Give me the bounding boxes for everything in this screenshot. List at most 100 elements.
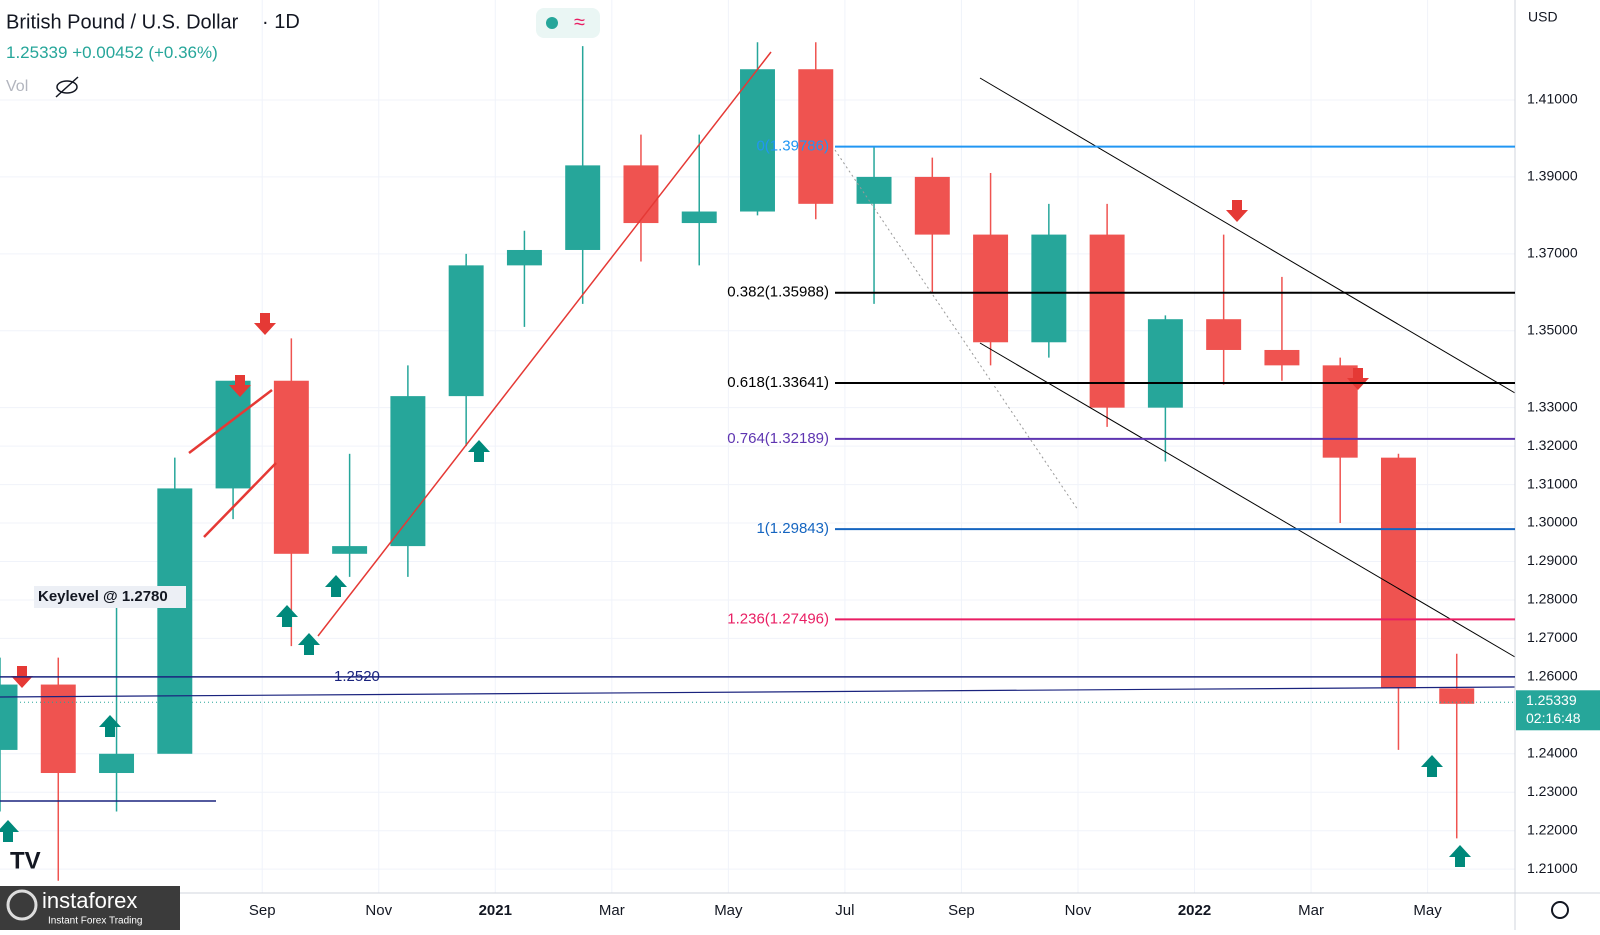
x-tick-label: Sep: [948, 902, 975, 919]
candle-body: [0, 684, 18, 750]
y-tick-label: 1.29000: [1527, 552, 1578, 568]
buy-arrow: [276, 605, 298, 627]
sell-arrow: [229, 375, 251, 397]
logo-name: instaforex: [42, 888, 137, 913]
volume-label[interactable]: Vol: [6, 78, 28, 95]
fib-label: 1.236(1.27496): [727, 610, 829, 627]
trend-line: [203, 462, 277, 538]
fib-trend-line: [834, 149, 1079, 511]
candle-body: [1206, 319, 1242, 350]
y-tick-label: 1.23000: [1527, 783, 1578, 799]
fib-label: 0.764(1.32189): [727, 430, 829, 447]
y-tick-label: 1.27000: [1527, 629, 1578, 645]
y-tick-label: 1.30000: [1527, 514, 1578, 530]
candle-body: [157, 488, 193, 754]
y-tick-label: 1.24000: [1527, 744, 1578, 760]
candle-body: [448, 265, 484, 397]
buy-arrow: [1421, 755, 1443, 777]
y-tick-label: 1.37000: [1527, 245, 1578, 261]
interval[interactable]: · 1D: [262, 11, 300, 33]
candle-body: [1089, 234, 1125, 408]
quote: 1.25339 +0.00452 (+0.36%): [6, 43, 218, 62]
sell-arrow: [1226, 200, 1248, 222]
logo-tagline: Instant Forex Trading: [48, 916, 143, 927]
candle-body: [99, 753, 135, 774]
y-tick-label: 1.41000: [1527, 91, 1578, 107]
currency-label: USD: [1528, 9, 1558, 25]
x-tick-label: Mar: [1298, 902, 1324, 919]
y-tick-label: 1.31000: [1527, 475, 1578, 491]
buy-arrow: [468, 440, 490, 462]
fib-label: 0.618(1.33641): [727, 374, 829, 391]
x-tick-label: May: [714, 902, 743, 919]
status-badge[interactable]: [536, 8, 600, 38]
x-tick-label: May: [1413, 902, 1442, 919]
fib-label: 0.382(1.35988): [727, 284, 829, 301]
keylevel-annotation: Keylevel @ 1.2780: [38, 588, 168, 605]
data-delay-icon[interactable]: ≈: [574, 11, 585, 33]
x-tick-label: Nov: [1065, 902, 1092, 919]
eye[interactable]: [56, 80, 78, 94]
channel-line: [979, 77, 1516, 394]
grid: [0, 0, 1515, 893]
visibility-icon[interactable]: [55, 76, 79, 98]
candle-body: [1264, 349, 1300, 366]
candle-body: [273, 380, 309, 554]
candle-body: [1147, 319, 1183, 408]
price-tag-label: 1.25339: [1526, 692, 1577, 708]
y-tick-label: 1.26000: [1527, 668, 1578, 684]
buy-arrow: [1449, 845, 1471, 867]
x-tick-label: Sep: [249, 902, 276, 919]
sell-arrow: [1347, 368, 1369, 390]
y-tick-label: 1.33000: [1527, 398, 1578, 414]
y-tick-label: 1.32000: [1527, 437, 1578, 453]
y-tick-label: 1.21000: [1527, 860, 1578, 876]
drawings: [0, 51, 1516, 802]
buy-arrow: [99, 715, 121, 737]
level-annotation: 1.2520: [334, 668, 380, 685]
candle-body: [973, 234, 1009, 343]
buy-arrow: [325, 575, 347, 597]
candle-body: [681, 211, 717, 224]
candle-body: [914, 176, 950, 235]
channel-line: [979, 342, 1516, 658]
y-tick-label: 1.35000: [1527, 321, 1578, 337]
candle-body: [565, 165, 601, 250]
x-tick-label: 2021: [479, 902, 512, 919]
candle-body: [798, 69, 834, 204]
y-tick-label: 1.39000: [1527, 168, 1578, 184]
change: +0.00452: [72, 43, 143, 62]
candle-body: [1031, 234, 1067, 343]
candle-body: [623, 165, 659, 224]
fib-label: 1(1.29843): [756, 520, 829, 537]
candle-body: [1439, 688, 1475, 704]
candle-body: [1380, 457, 1416, 689]
trend-line: [188, 389, 273, 454]
countdown: 02:16:48: [1526, 710, 1581, 726]
trend-line: [0, 686, 1516, 698]
x-tick-label: 2022: [1178, 902, 1211, 919]
eye-slash[interactable]: [55, 76, 79, 98]
last: 1.25339: [6, 43, 67, 62]
settings-icon[interactable]: [1551, 901, 1569, 919]
sell-arrow: [254, 313, 276, 335]
fib-label: 0(1.39786): [756, 138, 829, 155]
price-axis-panel: [1515, 0, 1600, 930]
tv-logo[interactable]: TV: [10, 847, 41, 874]
buy-arrow: [298, 633, 320, 655]
trend-line: [317, 51, 772, 637]
market-open-dot[interactable]: [546, 17, 558, 29]
x-tick-label: Jul: [835, 902, 854, 919]
interval-value[interactable]: 1D: [274, 11, 300, 33]
symbol-title[interactable]: British Pound / U.S. Dollar: [6, 11, 239, 33]
x-tick-label: Mar: [599, 902, 625, 919]
candle-body: [215, 380, 251, 489]
candle-body: [332, 546, 368, 554]
change-pct: (+0.36%): [148, 43, 217, 62]
candle-body: [740, 69, 775, 212]
candle-body: [40, 684, 76, 774]
logo-icon: [6, 889, 38, 921]
